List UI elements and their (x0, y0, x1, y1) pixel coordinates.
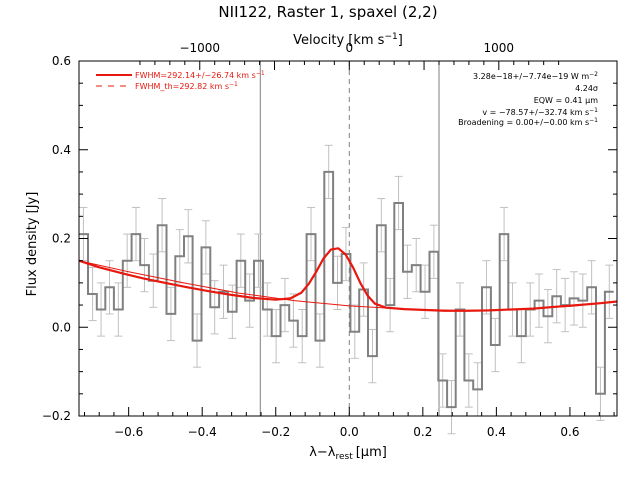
y-tick-label: 0.6 (52, 54, 71, 68)
baseline-curve (78, 260, 618, 311)
annotation-velocity: v = −78.57+/−32.74 km s−1 (482, 107, 598, 117)
x-tick-label: −0.6 (114, 425, 143, 439)
gaussian-fit-curve (78, 247, 618, 312)
annotation-eqw: EQW = 0.41 μm (534, 96, 598, 105)
spectrum-histogram (79, 170, 614, 409)
x-tick-label: −0.4 (188, 425, 217, 439)
x-tick-label: −0.2 (261, 425, 290, 439)
top-tick-label: 0 (345, 41, 353, 55)
y-tick-label: 0.4 (52, 143, 71, 157)
annotation-block: 3.28e−18+/−7.74e−19 W m−2 4.24σ EQW = 0.… (458, 71, 598, 127)
x-tick-label: 0.0 (340, 425, 359, 439)
legend: FWHM=292.14+/−26.74 km s−1 FWHM_th=292.8… (96, 70, 265, 91)
top-axis-label: Velocity [km s−1] (293, 32, 403, 48)
top-tick-label: −1000 (179, 41, 220, 55)
x-axis-label: λ−λrest [μm] (309, 445, 387, 462)
y-axis-label: Flux density [Jy] (25, 192, 40, 297)
x-tick-label: 0.6 (560, 425, 579, 439)
x-tick-label: 0.4 (487, 425, 506, 439)
y-tick-label: −0.2 (42, 409, 71, 423)
y-tick-label: 0.2 (52, 232, 71, 246)
chart-title: NII122, Raster 1, spaxel (2,2) (218, 3, 437, 21)
annotation-line-flux: 3.28e−18+/−7.74e−19 W m−2 (473, 71, 598, 81)
annotation-broadening: Broadening = 0.00+/−0.00 km s−1 (458, 117, 598, 127)
y-tick-label: 0.0 (52, 320, 71, 334)
top-tick-label: 1000 (484, 41, 515, 55)
legend-item-fwhm: FWHM=292.14+/−26.74 km s−1 (135, 70, 265, 80)
annotation-sigma: 4.24σ (575, 84, 598, 93)
legend-item-fwhm-th: FWHM_th=292.82 km s−1 (135, 81, 238, 91)
x-tick-label: 0.2 (413, 425, 432, 439)
